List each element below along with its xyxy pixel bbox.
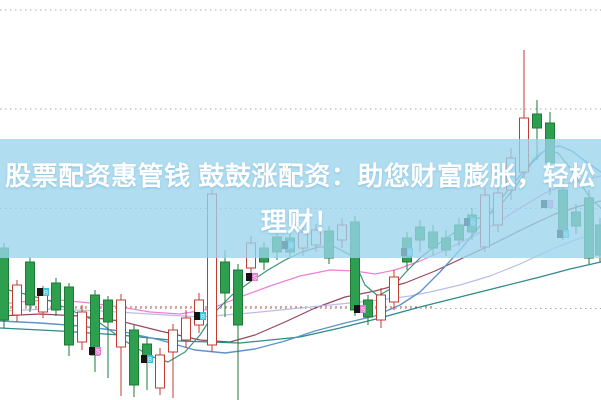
candle-body-down [0,247,9,321]
promo-banner-line1: 股票配资惠管钱 鼓鼓涨配资：助您财富膨胀，轻松 [5,160,596,191]
trade-marker-black [141,355,147,363]
candle-body-down [220,261,230,294]
candle-body-down [129,329,139,386]
trade-marker-label: S [96,350,100,356]
trade-marker-label: S [361,308,365,314]
candle-body-down [64,286,74,346]
trade-marker-label: S [253,276,257,282]
trade-marker-buy [147,355,153,363]
candle-body-up [12,284,22,316]
candle-body-down [532,113,542,129]
trade-marker-black [194,312,200,320]
candle-body-down [103,299,113,323]
trade-marker-label: B [44,291,48,297]
candle-body-down [25,261,35,306]
candle-body-up [389,276,399,303]
trade-marker-black [246,273,252,281]
trade-marker-sell [360,305,366,313]
candle-body-down [233,269,243,326]
trade-marker-label: B [148,358,152,364]
candle-body-up [116,299,126,348]
candle-body-down [51,282,61,311]
trade-marker-sell [252,273,258,281]
trade-marker-black [89,347,95,355]
trade-marker-label: B [201,315,205,321]
candle-body-up [77,311,87,343]
candle-body-up [181,317,191,341]
trade-marker-buy [43,288,49,296]
candle-body-down [90,294,100,356]
promo-banner: 股票配资惠管钱 鼓鼓涨配资：助您财富膨胀，轻松 理财！ [0,139,601,258]
trade-marker-sell [95,347,101,355]
trade-marker-black [354,305,360,313]
candle-body-up [376,294,386,321]
candle-body-up [155,354,165,389]
trade-marker-buy [200,312,206,320]
trade-marker-black [37,288,43,296]
candle-body-up [168,329,178,353]
promo-banner-line2: 理财！ [260,206,341,237]
